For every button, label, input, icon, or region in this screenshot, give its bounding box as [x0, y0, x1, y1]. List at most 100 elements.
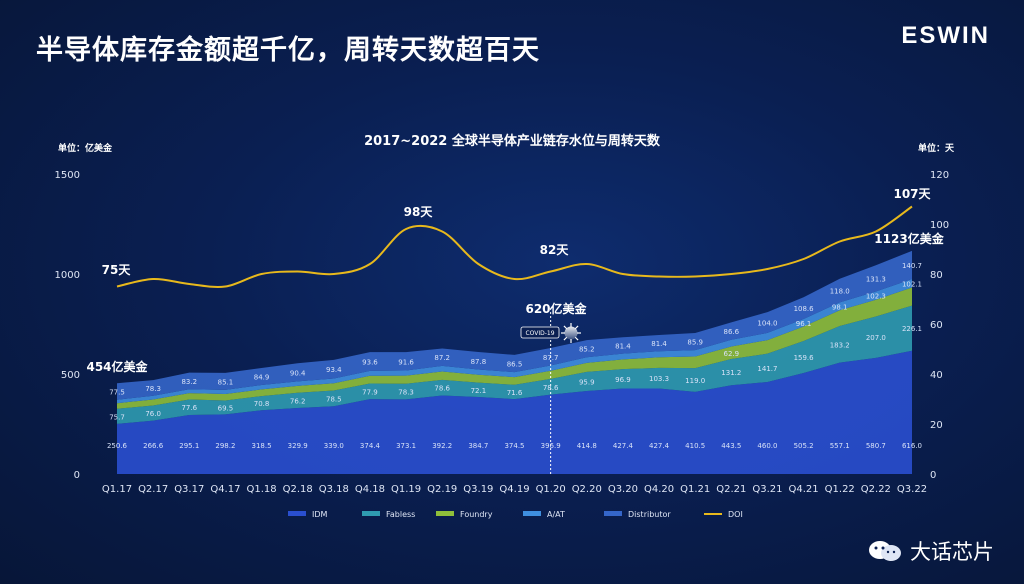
segment-label: 159.6	[794, 354, 815, 362]
segment-label: 77.5	[109, 388, 125, 396]
segment-label: 384.7	[468, 442, 488, 450]
left-tick-label: 500	[61, 370, 80, 381]
virus-spike	[563, 325, 568, 330]
segment-label: 414.8	[577, 442, 597, 450]
segment-label: 102.3	[866, 293, 886, 301]
x-tick-label: Q1.21	[680, 484, 710, 495]
annotation-covid-days: 82天	[540, 243, 570, 257]
segment-label: 339.0	[324, 442, 344, 450]
segment-label: 96.1	[796, 320, 812, 328]
covid-tag-box	[520, 326, 560, 339]
segment-label: 443.5	[721, 442, 741, 450]
virus-spike	[563, 336, 568, 341]
legend-label: IDM	[312, 510, 328, 519]
segment-label: 70.8	[254, 400, 270, 408]
x-tick-label: Q1.20	[536, 484, 566, 495]
segment-label: 131.3	[866, 275, 886, 283]
right-tick-label: 20	[930, 420, 943, 431]
segment-label: 69.5	[218, 404, 234, 412]
annotation-start-amount: 454亿美金	[86, 359, 148, 374]
x-tick-label: Q2.18	[283, 484, 313, 495]
annotation-end-days: 107天	[893, 187, 931, 201]
legend-item: A/AT	[523, 510, 565, 519]
left-tick-label: 1500	[55, 170, 80, 181]
segment-label: 427.4	[613, 442, 634, 450]
virus-spike	[574, 336, 579, 341]
annotation-covid-amount: 620亿美金	[525, 301, 587, 316]
segment-label: 108.6	[794, 305, 815, 313]
x-tick-label: Q1.22	[825, 484, 855, 495]
legend-label: Foundry	[460, 510, 493, 519]
segment-label: 87.8	[471, 358, 487, 366]
area-idm	[117, 350, 912, 474]
segment-label: 84.9	[254, 374, 270, 382]
x-tick-label: Q2.21	[716, 484, 746, 495]
segment-label: 86.6	[724, 328, 740, 336]
segment-label: 95.9	[579, 378, 595, 386]
segment-label: 266.6	[143, 442, 164, 450]
right-tick-label: 40	[930, 370, 943, 381]
legend-swatch	[362, 511, 380, 516]
brand-logo: ESWIN	[901, 22, 990, 49]
annotation-start-days: 75天	[102, 263, 132, 277]
chart-title: 2017~2022 全球半导体产业链存水位与周转天数	[364, 133, 661, 149]
left-axis-unit: 单位：亿美金	[58, 142, 113, 154]
doi-line-path	[116, 205, 913, 288]
segment-label: 505.2	[794, 442, 814, 450]
x-tick-label: Q1.18	[246, 484, 276, 495]
area-foundry	[117, 287, 912, 409]
segment-label: 427.4	[649, 442, 670, 450]
segment-label: 78.3	[398, 389, 414, 397]
segment-label: 78.6	[434, 385, 450, 393]
legend-label: A/AT	[547, 510, 565, 519]
right-tick-label: 0	[930, 470, 936, 481]
segment-label: 298.2	[215, 442, 235, 450]
segment-labels: 250.6 75.7 77.5 266.6 76.0 78.3 295.1 77.6 83.2 2…	[107, 262, 922, 450]
x-tick-label: Q4.19	[499, 484, 529, 495]
segment-label: 85.2	[579, 346, 595, 354]
segment-label: 373.1	[396, 442, 416, 450]
x-tick-label: Q3.19	[463, 484, 493, 495]
x-tick-label: Q2.19	[427, 484, 457, 495]
watermark: 大话芯片	[866, 536, 994, 566]
segment-label: 396.9	[541, 442, 561, 450]
left-tick-label: 0	[74, 470, 80, 481]
segment-label: 76.0	[145, 410, 161, 418]
x-tick-label: Q3.22	[897, 484, 927, 495]
right-tick-label: 60	[930, 320, 943, 331]
segment-label: 81.4	[615, 342, 631, 350]
segment-label: 85.1	[218, 378, 234, 386]
segment-label: 410.5	[685, 442, 705, 450]
segment-label: 75.7	[109, 413, 125, 421]
right-tick-label: 120	[930, 170, 949, 181]
segment-label: 102.1	[902, 280, 922, 288]
segment-label: 86.5	[507, 361, 523, 369]
segment-label: 93.6	[362, 358, 378, 366]
segment-label: 77.9	[362, 388, 378, 396]
segment-label: 392.2	[432, 442, 452, 450]
segment-label: 580.7	[866, 442, 886, 450]
segment-label: 93.4	[326, 366, 342, 374]
segment-label: 131.2	[721, 369, 741, 377]
annotations: 75天 98天 82天 107天 454亿美金 620亿美金 1123亿美金 COVID-19	[86, 187, 944, 374]
segment-label: 460.0	[757, 442, 777, 450]
segment-label: 78.5	[326, 395, 342, 403]
segment-label: 62.9	[724, 350, 740, 358]
segment-label: 90.4	[290, 369, 306, 377]
segment-label: 81.4	[651, 340, 667, 348]
segment-label: 374.4	[360, 442, 381, 450]
segment-label: 91.6	[398, 358, 414, 366]
covid-tag-text: COVID-19	[525, 330, 554, 337]
legend-item: IDM	[288, 510, 328, 519]
segment-label: 72.1	[471, 387, 487, 395]
x-tick-label: Q2.17	[138, 484, 168, 495]
x-tick-label: Q4.18	[355, 484, 385, 495]
x-tick-label: Q2.22	[861, 484, 891, 495]
annotation-peak-days: 98天	[404, 205, 434, 219]
x-tick-label: Q2.20	[572, 484, 602, 495]
legend-label: Distributor	[628, 510, 671, 519]
area-distributor	[117, 250, 912, 400]
left-tick-label: 1000	[55, 270, 80, 281]
x-tick-label: Q3.21	[752, 484, 782, 495]
segment-label: 329.9	[288, 442, 308, 450]
